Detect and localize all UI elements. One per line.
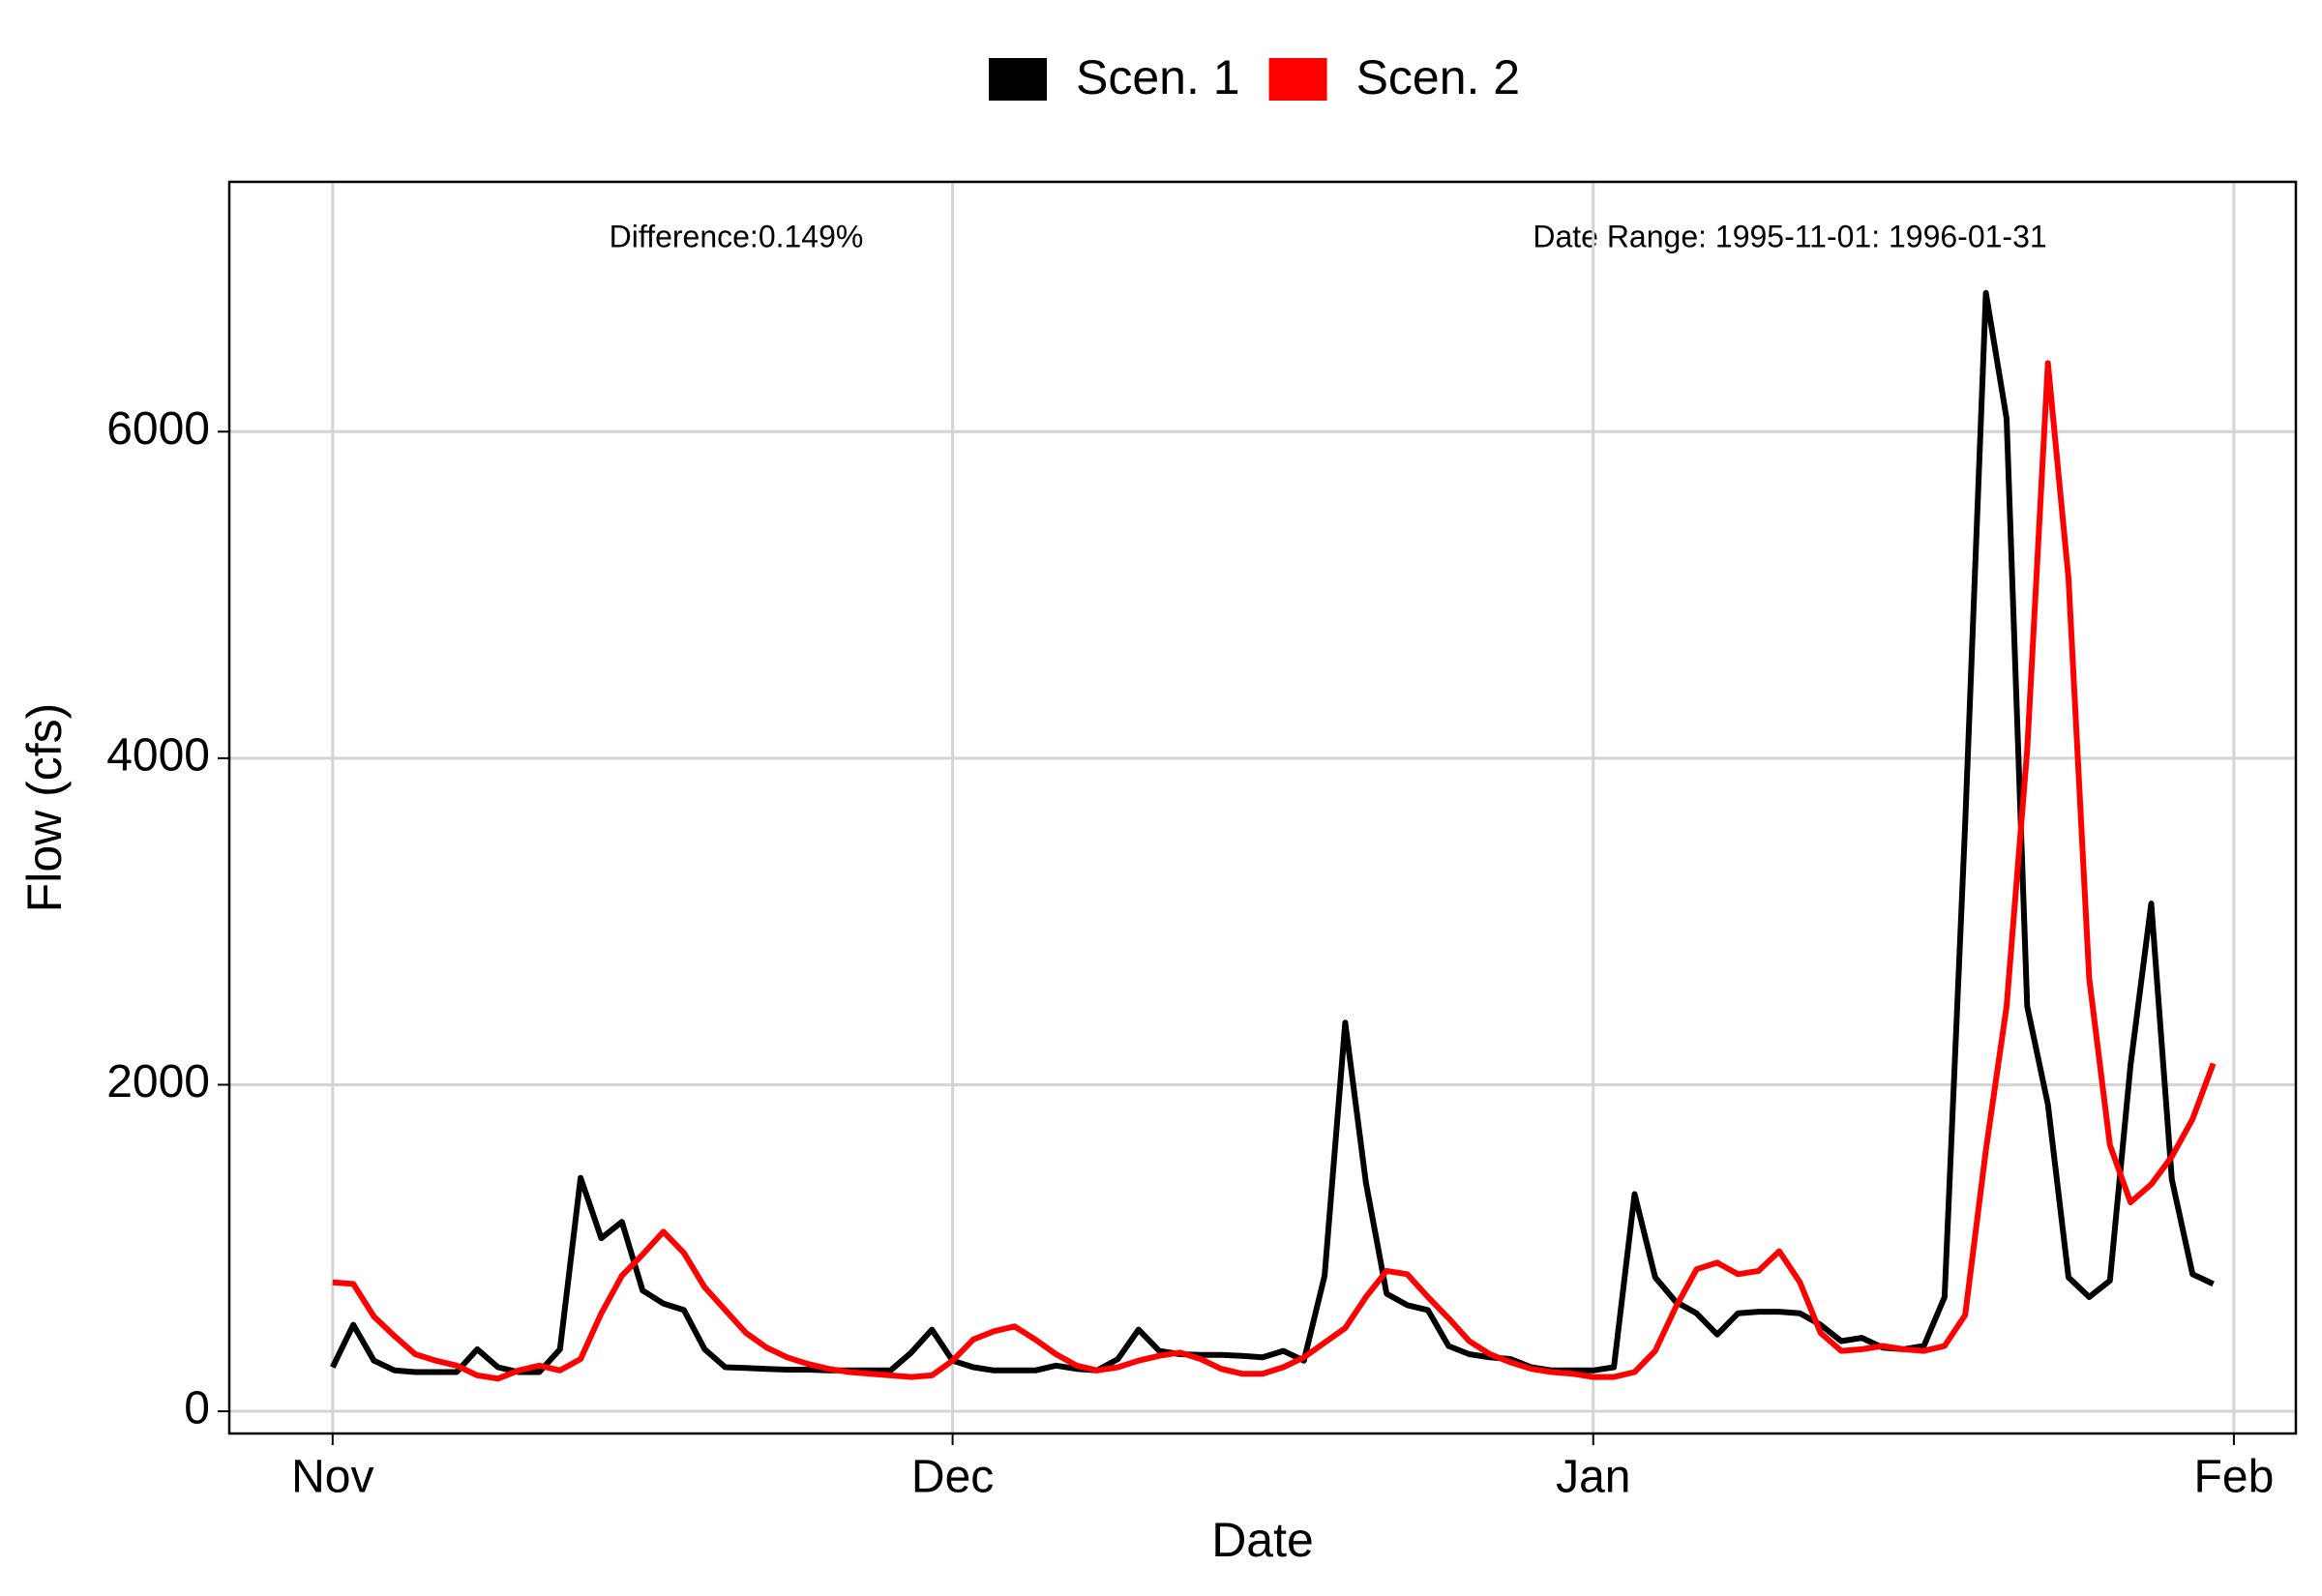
annotation: Difference:0.149%: [610, 219, 864, 253]
y-tick-label: 6000: [106, 403, 210, 455]
y-tick-label: 0: [184, 1383, 210, 1434]
x-axis-title: Date: [1211, 1513, 1314, 1567]
legend-label: Scen. 2: [1356, 50, 1521, 104]
x-tick-label: Feb: [2194, 1452, 2275, 1503]
y-tick-label: 2000: [106, 1056, 210, 1108]
annotation: Date Range: 1995-11-01: 1996-01-31: [1533, 219, 2046, 253]
line: [332, 360, 2217, 1382]
legend-swatch: [1268, 58, 1327, 101]
x-tick-label: Nov: [291, 1452, 373, 1503]
y-axis-title: Flow (cfs): [17, 703, 72, 913]
x-tick-label: Jan: [1556, 1452, 1630, 1503]
panel-border: [227, 180, 2298, 1435]
x-tick-label: Dec: [911, 1452, 994, 1503]
legend-swatch: [989, 58, 1047, 101]
legend-label: Scen. 1: [1076, 50, 1240, 104]
y-tick-label: 4000: [106, 730, 210, 782]
